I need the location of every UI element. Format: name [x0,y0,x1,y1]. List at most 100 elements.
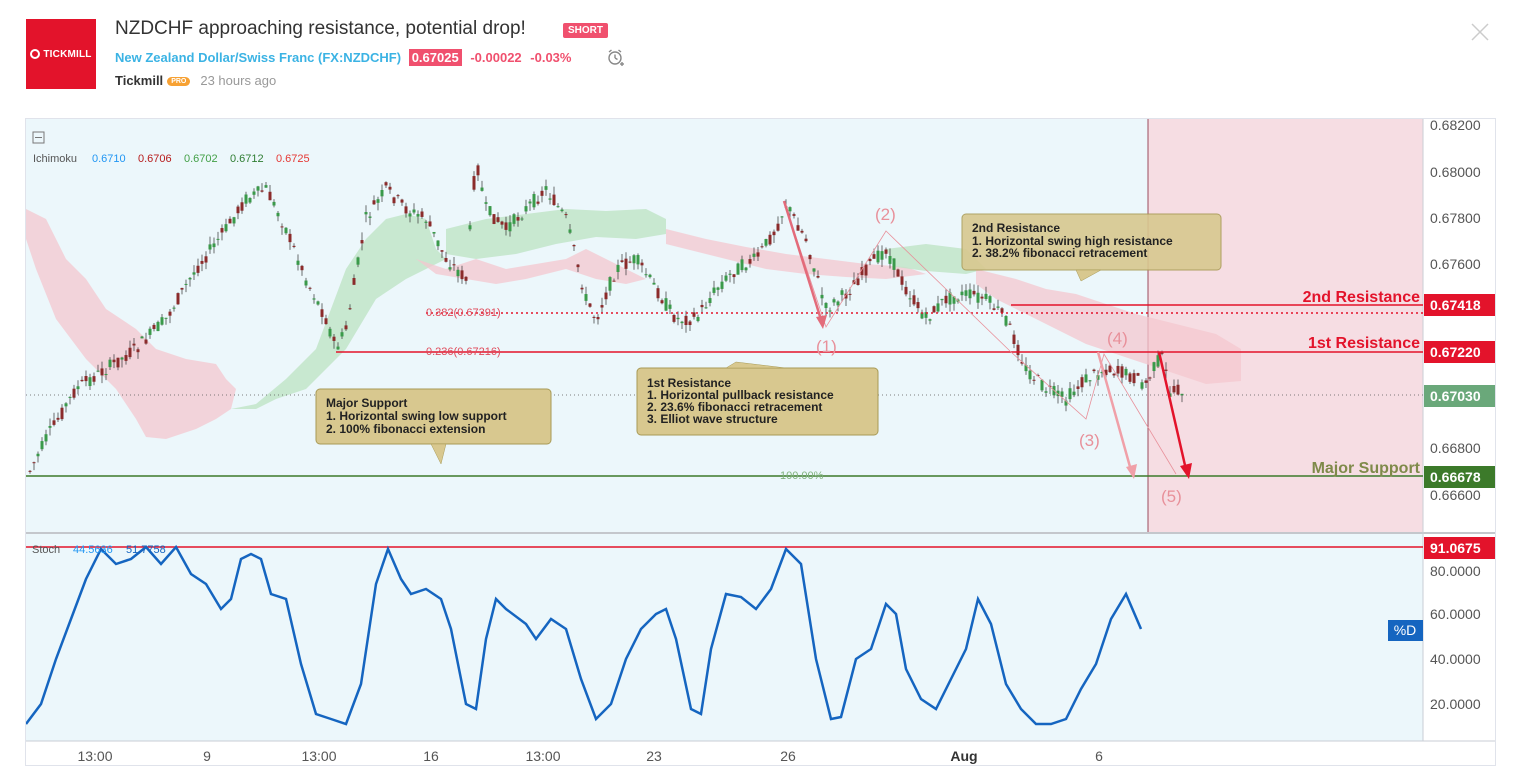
candle-body [720,281,724,289]
stoch-axis[interactable]: 80.0000 60.0000 40.0000 20.0000 [1430,563,1481,712]
candle-body [404,206,408,214]
stoch-label[interactable]: Stoch [32,544,60,556]
candle-body [604,292,608,300]
candle-body [640,262,644,266]
candle-body [912,295,916,305]
candle-body [692,312,696,317]
time-tick-month: Aug [950,748,977,764]
price-tag-resistance1 [1424,341,1495,363]
candle-body [80,379,84,382]
candle-body [1004,315,1008,326]
candle-body [680,321,684,324]
candle-body [888,255,892,264]
candle-body [512,214,516,224]
candle-body [752,253,756,257]
candle-body [204,256,208,263]
price-axis[interactable]: 0.68200 0.68000 0.67800 0.67600 0.66800 … [1430,117,1481,503]
candle-body [424,221,428,223]
time-tick: 26 [780,748,796,764]
candle-body [164,317,168,319]
chart-canvas[interactable]: 0.382(0.67391) 0.236(0.67216) 100.00% 2n… [25,117,1495,765]
callout-major-support[interactable]: Major Support 1. Horizontal swing low su… [315,388,552,465]
candle-body [796,225,800,231]
candle-body [584,294,588,301]
chart-area[interactable]: 0.382(0.67391) 0.236(0.67216) 100.00% 2n… [25,117,1496,766]
candle-body [664,298,668,311]
candle-body [1064,400,1068,406]
candle-body [572,244,576,247]
candle-body [620,260,624,262]
candle-body [192,272,196,275]
callout-first-resistance[interactable]: 1st Resistance 1. Horizontal pullback re… [636,361,879,436]
candle-body [644,274,648,276]
candle-body [608,277,612,291]
ichimoku-cloud-red-3 [666,229,926,279]
candle-body [832,299,836,303]
candle-body [1120,366,1124,378]
candle-body [276,212,280,217]
candle-body [776,223,780,231]
candle-body [456,269,460,277]
candle-body [1136,373,1140,376]
candle-body [948,292,952,305]
callout-res2-line-1: 1. Horizontal swing high resistance [972,234,1173,248]
candle-body [360,240,364,244]
ichimoku-value-4: 0.6712 [230,153,264,165]
candle-body [736,263,740,275]
candle-body [436,240,440,247]
candle-body [388,186,392,190]
candle-body [100,368,104,376]
candle-body [568,229,572,233]
candle-body [944,295,948,304]
stoch-value-d: 51.7758 [126,544,166,556]
candle-body [288,233,292,243]
candle-body [920,312,924,319]
alarm-clock-icon[interactable] [607,48,625,66]
candle-body [556,206,560,208]
candle-body [200,260,204,264]
candle-body [240,202,244,211]
candle-body [480,187,484,191]
symbol-code-link[interactable]: (FX:NZDCHF) [318,50,402,65]
candle-body [540,190,544,196]
logo-text: TICKMILL [43,48,92,60]
time-axis[interactable]: 13:00 9 13:00 16 13:00 23 26 Aug 6 [77,748,1103,764]
tickmill-logo[interactable]: TICKMILL [26,19,96,89]
candle-body [408,213,412,217]
candle-body [1108,365,1112,373]
candle-body [576,264,580,268]
close-icon[interactable] [1470,22,1490,42]
stoch-tag-text: 91.0675 [1430,540,1481,556]
price-tag-support [1424,466,1495,488]
wave-3-label: (3) [1079,431,1100,450]
candle-body [1176,384,1180,395]
candle-body [496,217,500,222]
candle-body [232,217,236,224]
candle-body [792,214,796,216]
candle-body [648,274,652,278]
candle-body [904,286,908,295]
symbol-name-link[interactable]: New Zealand Dollar/Swiss Franc [115,50,315,65]
callout-second-resistance[interactable]: 2nd Resistance 1. Horizontal swing high … [961,213,1222,282]
candle-body [68,396,72,398]
ichimoku-label[interactable]: Ichimoku [33,153,77,165]
collapse-legend-icon[interactable] [32,131,45,144]
candle-body [308,287,312,289]
candle-body [756,252,760,257]
candle-body [400,199,404,203]
candle-body [952,296,956,304]
candle-body [1036,375,1040,377]
author-name-link[interactable]: Tickmill [115,73,164,88]
candle-body [960,291,964,296]
candle-body [516,217,520,221]
short-zone [1148,119,1423,532]
candle-body [224,224,228,232]
candle-body [728,273,732,275]
candle-body [884,249,888,254]
candle-body [440,250,444,252]
candle-body [368,216,372,218]
candle-body [768,234,772,245]
candle-body [464,276,468,281]
candle-body [184,283,188,285]
candle-body [856,278,860,285]
